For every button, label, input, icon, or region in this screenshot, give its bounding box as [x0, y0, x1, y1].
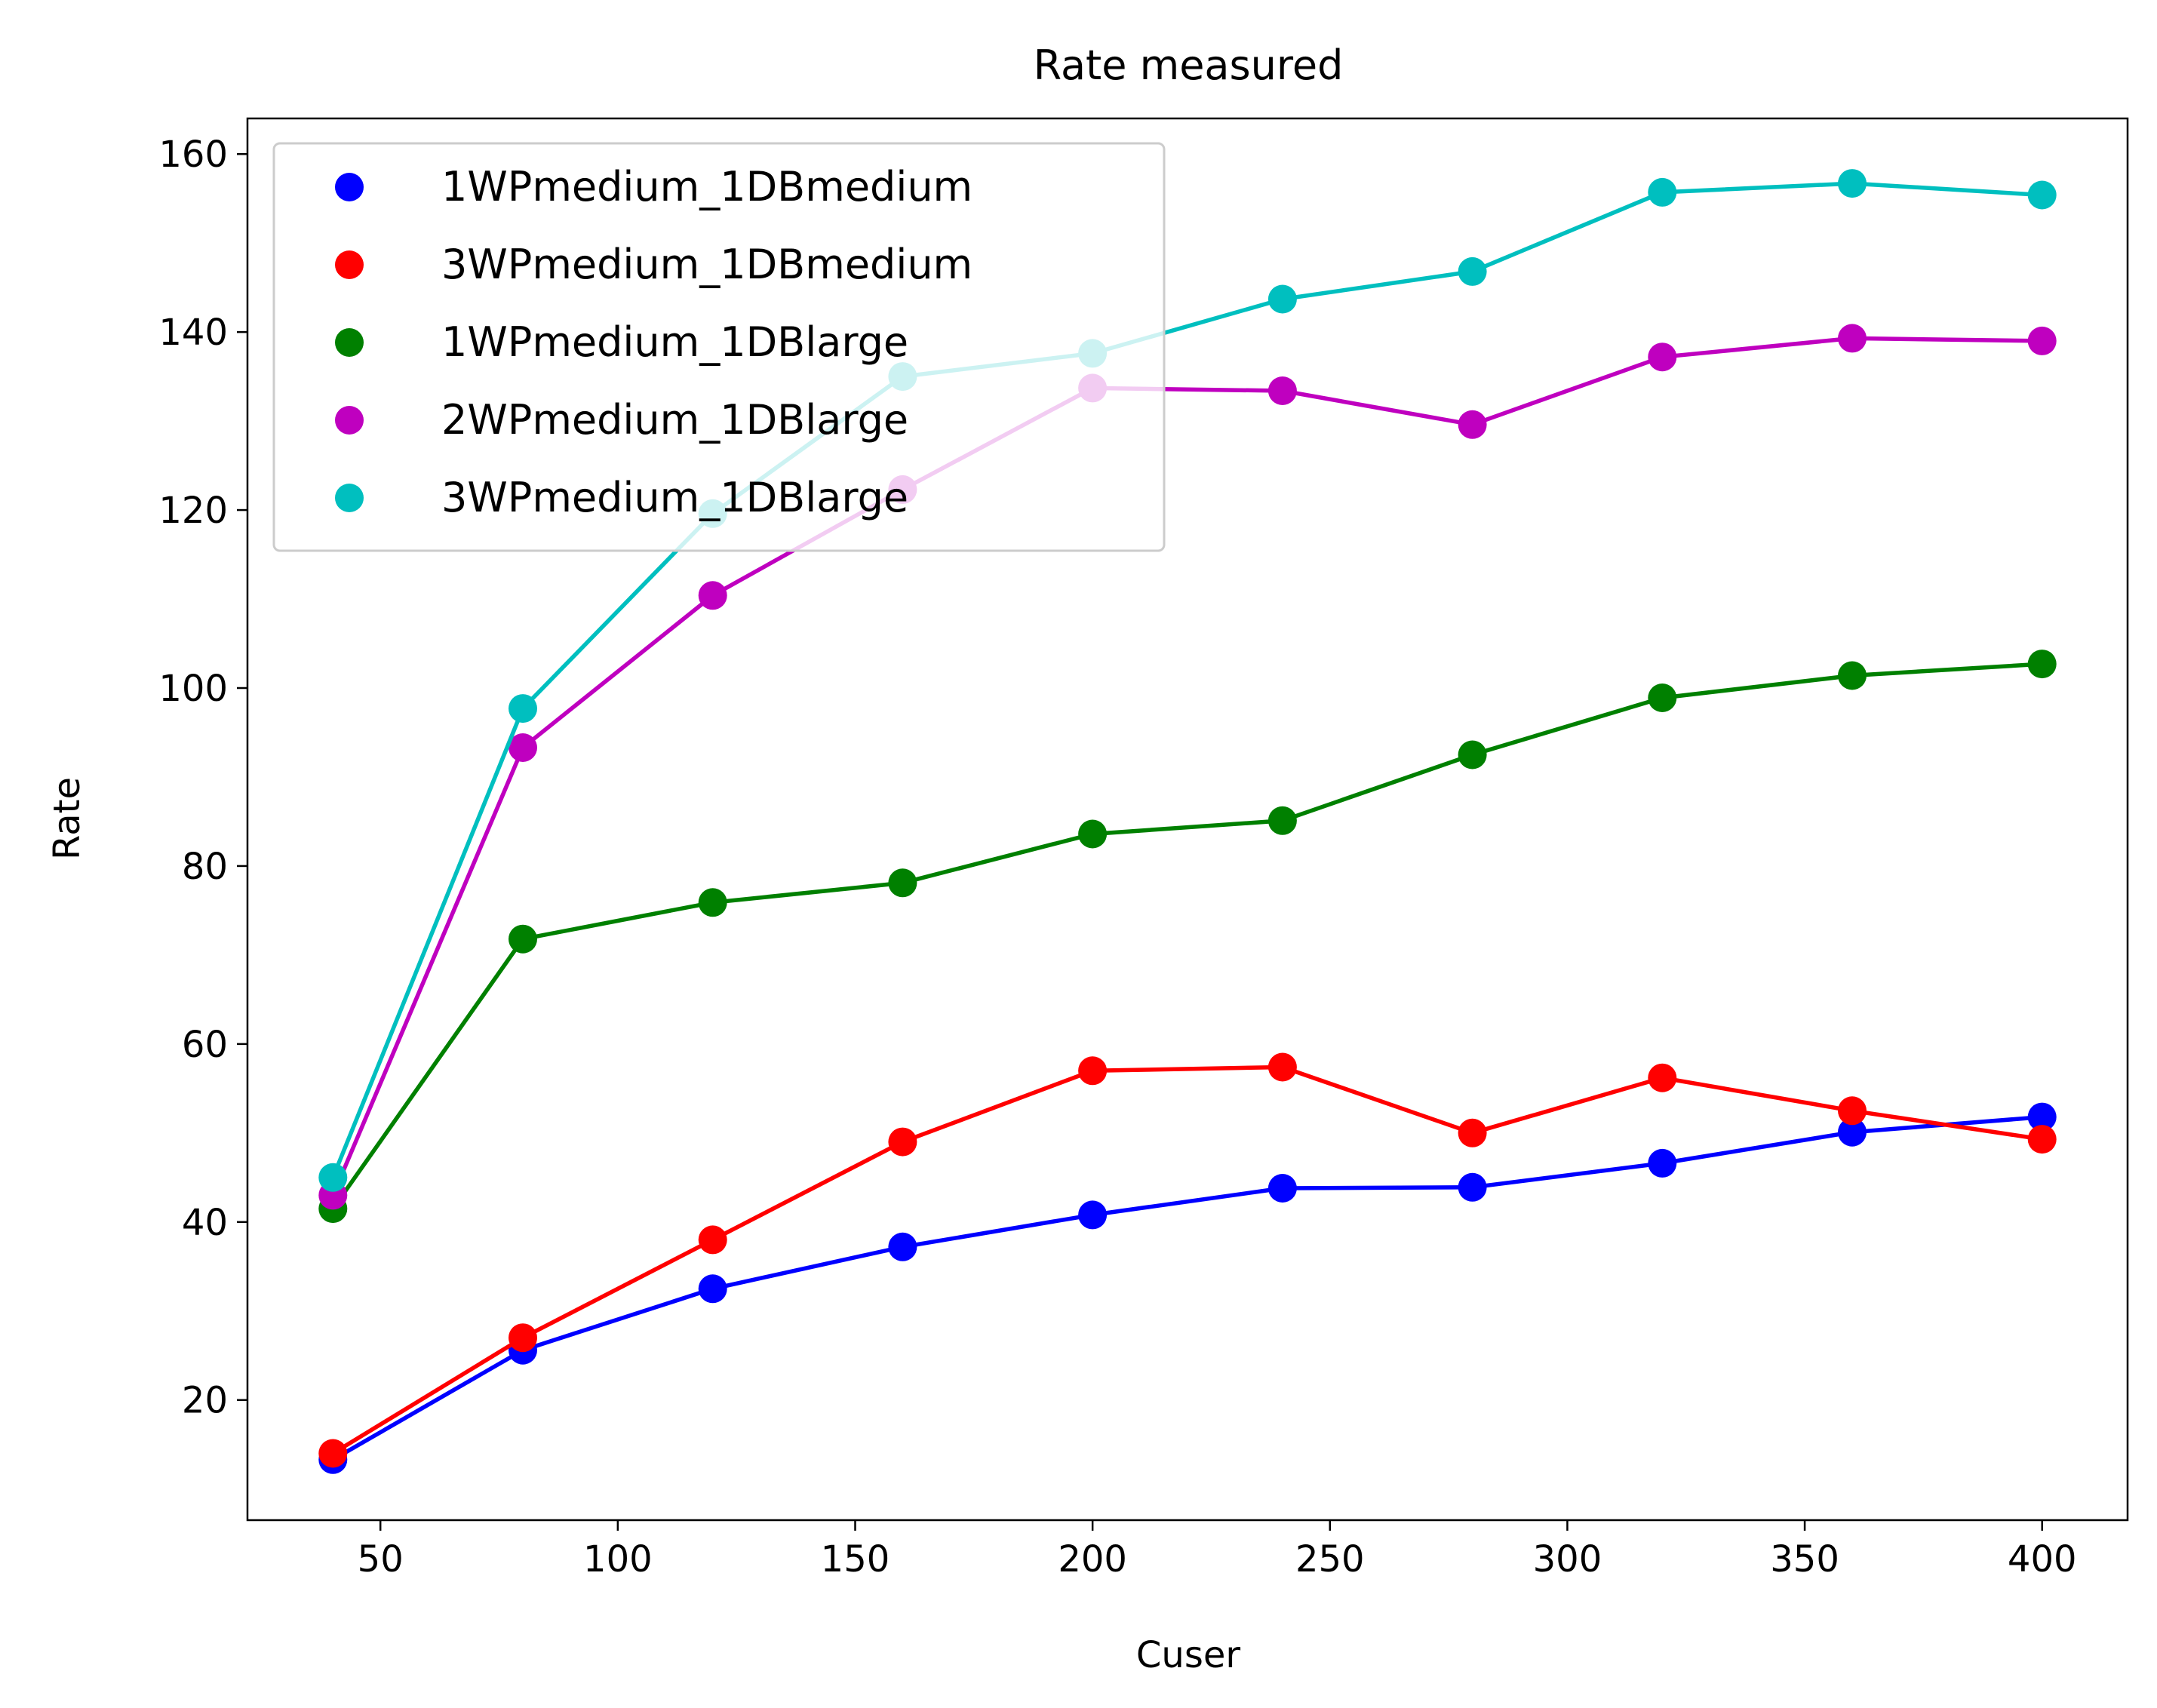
legend-marker-1	[335, 173, 364, 201]
data-point-4-9	[1838, 324, 1867, 353]
data-point-3-7	[1458, 740, 1487, 770]
x-tick-label: 300	[1533, 1538, 1602, 1581]
y-tick-label: 140	[158, 312, 228, 354]
x-tick-label: 250	[1295, 1538, 1365, 1581]
data-point-1-6	[1267, 1174, 1297, 1203]
y-tick-label: 160	[158, 134, 228, 176]
data-point-2-10	[2027, 1125, 2057, 1154]
data-point-3-4	[888, 868, 917, 898]
legend-label-1: 1WPmedium_1DBmedium	[441, 163, 972, 210]
data-point-5-10	[2027, 180, 2057, 210]
y-tick-label: 60	[182, 1024, 228, 1066]
data-point-1-10	[2027, 1102, 2057, 1132]
data-point-4-8	[1648, 343, 1677, 372]
data-point-2-1	[318, 1439, 348, 1468]
data-point-5-8	[1648, 177, 1677, 207]
data-point-2-6	[1267, 1052, 1297, 1082]
data-point-5-7	[1458, 257, 1487, 286]
y-axis: 20 40 60 80 100 120 140 160	[158, 134, 247, 1422]
y-tick-label: 20	[182, 1380, 228, 1422]
series-line-4	[330, 336, 2042, 1197]
x-tick-label: 350	[1770, 1538, 1839, 1581]
data-point-4-2	[509, 733, 537, 762]
data-point-2-9	[1838, 1096, 1867, 1126]
data-point-2-8	[1648, 1063, 1677, 1092]
data-point-5-9	[1838, 169, 1867, 198]
legend: 1WPmedium_1DBmedium 3WPmedium_1DBmedium 1W…	[272, 142, 1166, 552]
axes-frame	[246, 117, 2129, 1522]
x-tick-label: 100	[583, 1538, 653, 1581]
data-point-5-2	[509, 694, 537, 723]
data-point-1-9	[1838, 1117, 1867, 1147]
y-tick-label: 100	[158, 668, 228, 710]
series-line-3	[331, 662, 2042, 1210]
data-point-1-3	[698, 1274, 727, 1304]
legend-marker-4	[335, 406, 364, 435]
data-point-5-1	[318, 1163, 348, 1192]
data-point-1-5	[1078, 1200, 1108, 1230]
data-point-1-7	[1458, 1172, 1487, 1202]
x-tick-label: 200	[1058, 1538, 1127, 1581]
data-point-4-10	[2027, 326, 2057, 355]
data-point-3-2	[509, 924, 537, 954]
series-line-5	[330, 181, 2042, 1178]
data-point-1-4	[888, 1232, 917, 1261]
plot-area	[318, 169, 2057, 1474]
legend-marker-5	[335, 484, 364, 512]
data-point-3-5	[1078, 819, 1108, 849]
x-tick-label: 150	[821, 1538, 890, 1581]
legend-marker-3	[335, 328, 364, 357]
x-axis-label: Cuser	[1136, 1634, 1240, 1676]
y-tick-label: 120	[158, 490, 228, 532]
data-point-3-10	[2027, 650, 2057, 679]
y-axis-label: Rate	[46, 777, 88, 860]
legend-label-5: 3WPmedium_1DBlarge	[441, 474, 908, 521]
x-tick-label: 50	[358, 1538, 404, 1581]
data-point-1-8	[1648, 1148, 1677, 1178]
data-point-2-4	[888, 1127, 917, 1157]
legend-label-3: 1WPmedium_1DBlarge	[441, 318, 908, 366]
data-point-4-6	[1267, 376, 1297, 405]
legend-label-4: 2WPmedium_1DBlarge	[441, 396, 908, 444]
legend-box	[272, 142, 1166, 552]
series-line-2	[331, 1064, 2043, 1455]
x-tick-label: 400	[2008, 1538, 2077, 1581]
data-point-3-3	[698, 888, 727, 917]
data-point-3-9	[1838, 661, 1867, 690]
y-tick-label: 80	[182, 846, 228, 888]
y-tick-label: 40	[182, 1202, 228, 1244]
legend-label-2: 3WPmedium_1DBmedium	[441, 241, 972, 288]
data-point-2-5	[1078, 1056, 1108, 1086]
data-point-4-3	[698, 581, 727, 610]
data-point-4-7	[1458, 410, 1487, 439]
legend-marker-2	[335, 250, 364, 279]
data-point-2-3	[698, 1225, 727, 1255]
data-point-3-6	[1267, 806, 1297, 835]
data-point-3-8	[1648, 684, 1677, 712]
data-point-5-6	[1267, 284, 1297, 314]
series-line-1	[331, 1114, 2042, 1462]
data-point-2-7	[1458, 1118, 1487, 1147]
chart-title: Rate measured	[1034, 41, 1344, 89]
x-axis: 50 100 150 200 250 300 350 400	[358, 1520, 2077, 1581]
data-point-2-2	[509, 1323, 537, 1353]
